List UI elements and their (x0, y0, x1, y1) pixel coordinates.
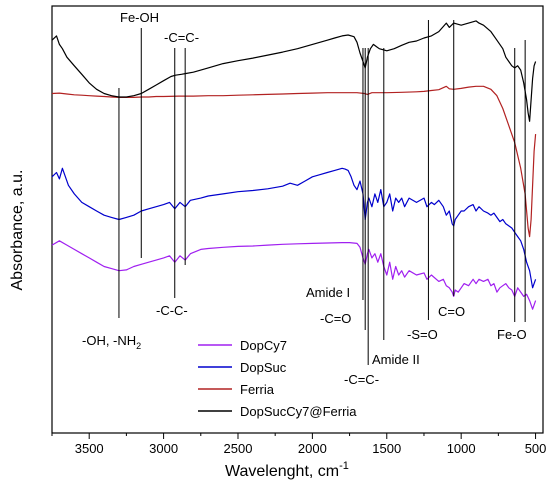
x-tick-label: 2500 (224, 441, 253, 456)
annotation-labels: Fe-OH -C=C- -OH, -NH2 -C-C- Amide I -C=O… (82, 10, 527, 387)
legend-label-dopcy7: DopCy7 (240, 338, 287, 353)
x-tick-label: 1500 (372, 441, 401, 456)
label-amide-ii: Amide II (372, 352, 420, 367)
label-oh-nh2: -OH, -NH2 (82, 333, 141, 351)
x-tick-label: 2000 (298, 441, 327, 456)
legend-label-dopsuccy7-ferria: DopSucCy7@Ferria (240, 404, 357, 419)
label-c-c-single: -C-C- (156, 303, 188, 318)
label-c-double-o: C=O (438, 304, 465, 319)
series-line-ferria (51, 85, 537, 238)
x-tick-label: 3000 (149, 441, 178, 456)
plot-frame: 3500 3000 2500 2000 1500 1000 500 (51, 5, 547, 456)
legend-label-dopsuc: DopSuc (240, 360, 287, 375)
label-oh-nh2-text: -OH, -NH (82, 333, 136, 348)
plot-border (51, 5, 544, 434)
x-tick-label: 500 (525, 441, 547, 456)
x-axis-title-text: Wavelenght, cm (225, 463, 339, 480)
series-line-dopcy7 (51, 240, 537, 310)
label-c-o: -C=O (320, 311, 351, 326)
label-c-c-double-bottom: -C=C- (344, 372, 379, 387)
series-line-dopsuccy7-ferria (51, 20, 537, 122)
label-amide-i: Amide I (306, 285, 350, 300)
legend-label-ferria: Ferria (240, 382, 275, 397)
x-axis-title-sup: -1 (339, 460, 349, 472)
annotation-lines (118, 20, 526, 365)
x-tick-label: 3500 (75, 441, 104, 456)
label-s-o: -S=O (407, 327, 438, 342)
label-fe-oh: Fe-OH (120, 10, 159, 25)
legend: DopCy7 DopSuc Ferria DopSucCy7@Ferria (198, 338, 357, 419)
x-axis-title: Wavelenght, cm-1 (225, 460, 349, 480)
x-tick-label: 1000 (447, 441, 476, 456)
label-c-c-double-top: -C=C- (164, 30, 199, 45)
y-axis-title: Absorbance, a.u. (9, 170, 26, 291)
axes-text: Wavelenght, cm-1 Absorbance, a.u. (9, 170, 349, 480)
label-fe-o: Fe-O (497, 327, 527, 342)
series-line-dopsuc (51, 167, 537, 289)
series-layer (51, 20, 537, 310)
label-oh-nh2-sub: 2 (136, 341, 141, 351)
